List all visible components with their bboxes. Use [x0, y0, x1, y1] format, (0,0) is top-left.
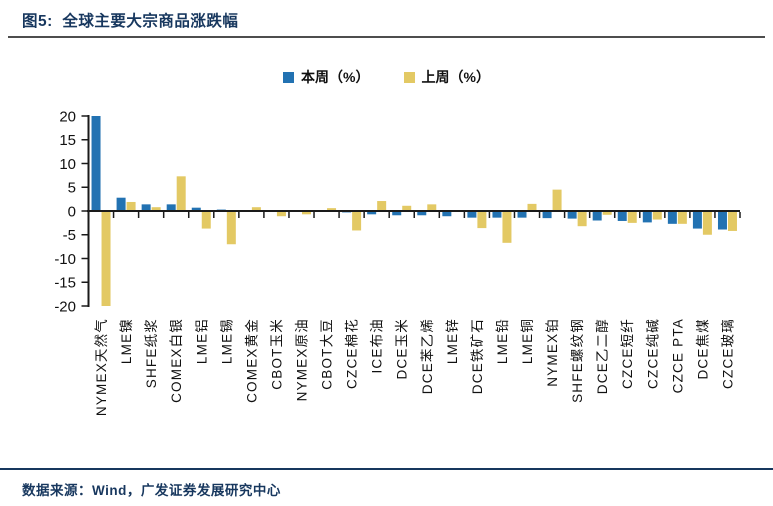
x-axis-category-label: SHFE螺纹钢 [570, 318, 585, 403]
bar-this-week [492, 211, 502, 218]
bar-this-week [417, 211, 427, 216]
bar-last-week [427, 204, 437, 211]
x-axis-category-label: LME铜 [520, 318, 535, 364]
y-axis-tick-label: 20 [59, 108, 76, 125]
legend-label-this-week: 本周（%） [301, 69, 370, 85]
legend-label-last-week: 上周（%） [421, 69, 490, 85]
bar-this-week [542, 211, 552, 219]
bar-last-week [652, 211, 662, 220]
x-axis-category-label: COMEX黄金 [244, 318, 259, 403]
bar-last-week [251, 207, 261, 211]
bar-last-week [552, 189, 562, 212]
bar-last-week [627, 211, 637, 223]
x-axis-category-label: CBOT大豆 [320, 318, 335, 390]
x-axis-category-label: NYMEX天然气 [93, 318, 109, 416]
y-axis-tick-label: -10 [54, 251, 76, 268]
bar-this-week [517, 211, 527, 218]
x-axis-category-label: LME铝 [194, 318, 209, 364]
x-axis-category-label: LME镍 [119, 318, 134, 364]
bar-this-week [166, 204, 176, 211]
chart-legend: 本周（%） 上周（%） [0, 67, 773, 87]
bar-this-week [667, 211, 677, 224]
legend-item-this-week: 本周（%） [283, 67, 370, 87]
bar-this-week [592, 211, 602, 221]
bar-last-week [126, 201, 136, 211]
x-axis-category-label: DCE苯乙烯 [420, 318, 435, 394]
x-axis-category-label: SHFE纸浆 [144, 318, 159, 388]
x-axis-category-label: DCE焦煤 [695, 318, 710, 380]
bar-last-week [101, 211, 111, 306]
y-axis-tick-label: 5 [68, 180, 76, 197]
x-axis-category-label: LME锡 [219, 318, 234, 364]
x-axis-category-label: CZCE棉花 [345, 318, 360, 389]
bar-this-week [91, 116, 101, 211]
x-axis-category-label: CZCE短纤 [620, 318, 635, 389]
bar-last-week [151, 207, 161, 211]
bar-last-week [226, 211, 236, 245]
bar-this-week [467, 211, 477, 218]
bar-this-week [617, 211, 627, 221]
bar-last-week [352, 211, 362, 231]
bar-last-week [327, 208, 337, 211]
x-axis-category-label: CZCE PTA [670, 318, 685, 393]
bar-last-week [677, 211, 687, 224]
y-axis-tick-label: -15 [54, 275, 76, 292]
bar-last-week [577, 211, 587, 227]
legend-item-last-week: 上周（%） [403, 67, 490, 87]
bar-last-week [477, 211, 487, 229]
legend-swatch-last-week-icon [403, 71, 415, 83]
bar-last-week [301, 211, 311, 215]
y-axis-tick-label: 15 [59, 132, 76, 149]
bar-this-week [191, 207, 201, 211]
bar-last-week [502, 211, 512, 243]
y-axis-tick-label: 0 [68, 203, 76, 220]
x-axis-category-label: DCE铁矿石 [470, 318, 485, 394]
bar-this-week [717, 211, 727, 230]
x-axis-category-label: CBOT玉米 [269, 318, 284, 390]
bar-this-week [141, 204, 151, 211]
bar-last-week [402, 205, 412, 212]
x-axis-category-label: NYMEX铂 [545, 318, 560, 387]
y-axis-tick-label: -5 [63, 227, 76, 244]
bar-last-week [727, 211, 737, 231]
footer-divider [0, 468, 773, 470]
bar-this-week [567, 211, 577, 219]
bar-last-week [176, 176, 186, 211]
bar-last-week [702, 211, 712, 235]
bar-this-week [692, 211, 702, 229]
bar-last-week [602, 211, 612, 215]
bar-this-week [442, 211, 452, 217]
bar-this-week [642, 211, 652, 223]
bar-this-week [367, 211, 377, 215]
page-title: 图5: 全球主要大宗商品涨跌幅 [22, 13, 239, 30]
x-axis-category-label: DCE乙二醇 [594, 318, 610, 394]
bar-last-week [201, 211, 211, 229]
bar-last-week [527, 203, 537, 212]
x-axis-category-label: CZCE玻璃 [719, 318, 735, 389]
y-axis-tick-label: 10 [59, 156, 76, 173]
x-axis-category-label: CZCE纯碱 [645, 318, 660, 389]
x-axis-category-label: ICE布油 [370, 318, 385, 374]
x-axis-category-label: LME锌 [445, 318, 460, 364]
x-axis-category-label: LME铅 [495, 318, 510, 364]
title-divider [8, 36, 765, 38]
x-axis-category-label: DCE玉米 [395, 318, 410, 380]
legend-swatch-this-week-icon [283, 71, 295, 83]
y-axis-tick-label: -20 [54, 298, 76, 315]
data-source: 数据来源：Wind，广发证券发展研究中心 [22, 483, 281, 498]
bar-last-week [377, 201, 387, 211]
x-axis-category-label: COMEX白银 [169, 318, 184, 403]
bar-this-week [392, 211, 402, 216]
bar-this-week [116, 197, 126, 211]
x-axis-category-label: NYMEX原油 [294, 318, 309, 401]
bar-last-week [276, 211, 286, 217]
